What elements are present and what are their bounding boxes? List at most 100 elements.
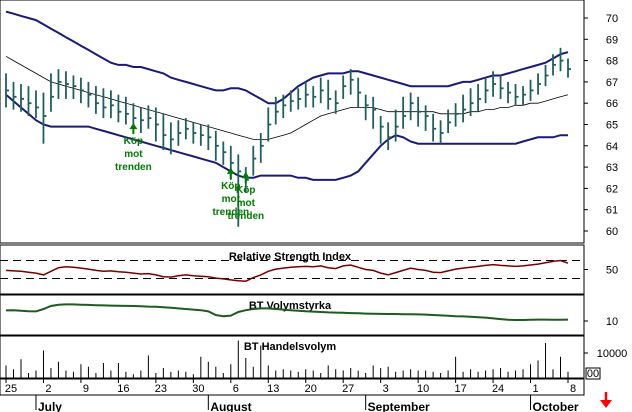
price-bar <box>349 69 354 95</box>
buy-signal: Köp mot trenden <box>115 123 152 173</box>
price-bars <box>5 47 571 227</box>
price-bar <box>387 122 392 151</box>
volume-panel: BT Handelsvolym 10000 00 <box>0 335 627 380</box>
price-bar <box>544 64 549 87</box>
price-bar <box>57 69 62 99</box>
upper-band <box>5 10 569 105</box>
volume-bars <box>5 340 569 378</box>
buy-signal-label: Köp <box>236 185 255 196</box>
month-labels: July August September October <box>35 395 579 412</box>
price-tick-label: 70 <box>606 13 618 25</box>
rsi-y-axis: 50 <box>584 265 618 277</box>
price-bar <box>522 86 527 106</box>
price-bar <box>147 105 152 129</box>
rsi-panel: Relative Strength Index 50 <box>0 244 618 295</box>
price-bar <box>214 130 219 161</box>
price-bar <box>312 86 317 108</box>
price-bar <box>274 96 279 125</box>
price-bar <box>50 73 54 112</box>
buy-signal-label: mot <box>222 194 241 205</box>
day-tick-label: 24 <box>492 383 504 395</box>
price-bar <box>469 88 474 116</box>
price-bar <box>65 71 69 99</box>
price-bar <box>447 109 452 134</box>
price-tick-label: 67 <box>606 77 618 89</box>
price-bar <box>507 81 512 104</box>
price-bar <box>484 77 489 104</box>
price-bar <box>267 107 272 142</box>
down-arrow-icon[interactable] <box>600 392 612 408</box>
day-tick-label: 25 <box>5 383 17 395</box>
price-bar <box>177 120 182 146</box>
day-tick-label: 13 <box>267 383 279 395</box>
volume-strength-tick-label: 10 <box>606 316 618 328</box>
price-bar <box>432 113 437 142</box>
price-bar <box>334 90 339 114</box>
price-bar <box>154 107 159 142</box>
month-label: August <box>210 400 251 412</box>
buy-signal-label: mot <box>124 149 143 160</box>
price-tick-label: 61 <box>606 205 618 217</box>
day-tick-label: 17 <box>454 383 466 395</box>
price-bar <box>552 54 557 76</box>
price-bar <box>95 86 99 114</box>
price-bar <box>342 75 347 99</box>
price-y-axis: 60 61 62 63 64 65 66 67 68 69 70 <box>584 13 618 238</box>
month-label: October <box>533 400 579 412</box>
day-tick-label: 9 <box>83 383 89 395</box>
price-bar <box>207 124 212 151</box>
buy-signal-label: trenden <box>212 207 249 218</box>
price-tick-label: 63 <box>606 162 618 174</box>
price-bar <box>364 94 369 121</box>
price-bar <box>514 84 519 106</box>
price-bar <box>439 120 444 144</box>
price-bar <box>289 90 294 112</box>
rsi-series <box>5 259 569 282</box>
buy-signal-label: trenden <box>115 162 152 173</box>
day-tick-label: 16 <box>117 383 129 395</box>
day-tick-label: 6 <box>233 383 239 395</box>
price-bar <box>80 77 84 104</box>
price-bar <box>169 122 174 155</box>
price-bar <box>424 105 429 131</box>
buy-signal-label: Köp <box>221 181 240 192</box>
price-bar <box>282 94 287 119</box>
month-label: July <box>38 400 62 412</box>
price-bar <box>454 103 459 127</box>
price-tick-label: 68 <box>606 56 618 68</box>
volume-strength-line <box>5 303 569 321</box>
price-bar <box>199 124 204 146</box>
price-tick-label: 64 <box>606 141 618 153</box>
price-bar <box>297 88 302 110</box>
rsi-title: Relative Strength Index <box>229 251 352 263</box>
day-tick-label: 3 <box>383 383 389 395</box>
price-bar <box>499 75 504 99</box>
date-axis: 25 2 9 16 23 30 6 13 20 27 3 10 17 24 1 8 July August Sep… <box>0 378 585 412</box>
price-bar <box>559 47 564 72</box>
price-tick-label: 60 <box>606 226 618 238</box>
price-bar <box>162 113 167 151</box>
day-ticks: 25 2 9 16 23 30 6 13 20 27 3 10 17 24 1 8 <box>5 379 576 395</box>
volume-y-axis: 10000 00 <box>584 348 627 380</box>
rsi-line <box>5 259 569 282</box>
middle-band <box>5 55 569 140</box>
day-tick-label: 30 <box>192 383 204 395</box>
rsi-reference-lines <box>0 260 584 279</box>
price-bar <box>12 81 17 110</box>
day-tick-label: 8 <box>570 383 576 395</box>
month-label: September <box>368 400 430 412</box>
price-bar <box>139 107 144 134</box>
price-bar <box>529 79 534 102</box>
price-bar <box>259 133 264 163</box>
volume-strength-panel: BT Volymstyrka 10 <box>0 294 618 336</box>
price-bar <box>567 58 571 78</box>
rsi-tick-label: 50 <box>606 265 618 277</box>
volume-tick-label: 10000 <box>597 348 628 360</box>
volume-strength-series <box>5 303 569 321</box>
price-tick-label: 66 <box>606 98 618 110</box>
price-bar <box>237 154 242 227</box>
price-bar <box>72 75 77 99</box>
price-bar <box>27 86 32 116</box>
